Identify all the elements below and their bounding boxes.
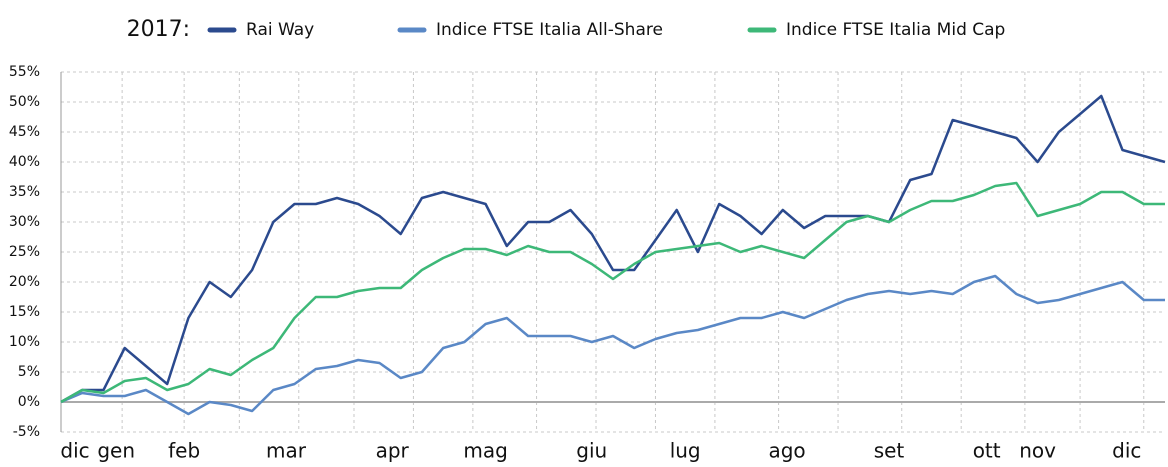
y-tick-label: 35% — [9, 184, 40, 200]
legend-label: Rai Way — [246, 20, 314, 40]
x-tick-label: nov — [1019, 439, 1056, 463]
y-tick-label: -5% — [13, 424, 40, 440]
y-tick-label: 5% — [18, 364, 40, 380]
x-tick-label: dic — [60, 439, 89, 463]
y-tick-label: 15% — [9, 304, 40, 320]
series-line — [60, 274, 1165, 416]
x-tick-label: feb — [168, 439, 200, 463]
x-tick-label: mar — [266, 439, 307, 463]
y-tick-label: 45% — [9, 124, 40, 140]
legend-label: Indice FTSE Italia Mid Cap — [786, 20, 1005, 40]
y-tick-label: 30% — [9, 214, 40, 230]
x-tick-label: ott — [973, 439, 1001, 463]
series-line — [60, 94, 1166, 404]
x-tick-label: giu — [576, 439, 607, 463]
y-tick-label: 50% — [9, 94, 40, 110]
y-tick-label: 40% — [9, 154, 40, 170]
x-tick-label: set — [874, 439, 905, 463]
x-tick-label: ago — [768, 439, 805, 463]
x-tick-label: dic — [1112, 439, 1141, 463]
series-line — [60, 181, 1165, 404]
x-tick-label: gen — [97, 439, 135, 463]
y-tick-label: 55% — [9, 64, 40, 80]
x-tick-label: apr — [376, 439, 410, 463]
y-tick-label: 25% — [9, 244, 40, 260]
legend-title: 2017: — [127, 17, 190, 42]
y-tick-label: 0% — [18, 394, 40, 410]
legend-label: Indice FTSE Italia All-Share — [436, 20, 663, 40]
x-tick-label: mag — [463, 439, 507, 463]
y-tick-label: 10% — [9, 334, 40, 350]
y-tick-label: 20% — [9, 274, 40, 290]
x-tick-label: lug — [670, 439, 701, 463]
